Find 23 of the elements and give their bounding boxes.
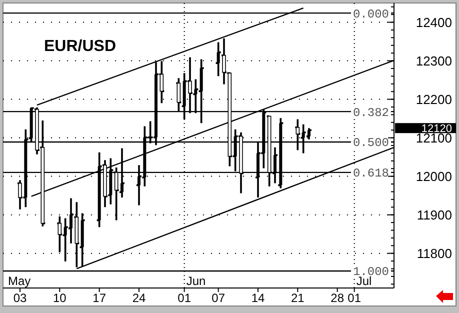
text: EUR/USD [44, 38, 116, 55]
ref-line-label: 0.500 [352, 136, 389, 150]
y-tick-label: 11900 [416, 207, 452, 222]
ref-line-label: 0.382 [352, 106, 389, 120]
x-tick-label: 07 [212, 291, 226, 305]
x-tick-label: 24 [132, 291, 146, 305]
x-tick-label: 03 [13, 291, 27, 305]
y-tick-label: 11800 [416, 246, 452, 261]
x-tick-label: 01 [178, 291, 192, 305]
x-tick-label: 10 [52, 291, 67, 305]
ref-line-label: 0.618 [352, 166, 389, 181]
y-tick-label: 12300 [416, 53, 452, 68]
x-tick-label: 14 [251, 291, 265, 305]
y-tick-label: 12000 [416, 168, 452, 184]
y-tick-label: 12400 [416, 14, 452, 30]
ref-line-label: Jun [186, 274, 206, 288]
x-tick-label: 28 [330, 291, 344, 305]
x-tick-label: 01 [348, 291, 362, 305]
x-tick-label: 21 [290, 291, 305, 305]
ref-line-label: 0.000 [352, 7, 389, 22]
y-tick-label: 12200 [416, 92, 452, 107]
annotation: May [8, 274, 31, 288]
x-tick-label: 17 [92, 291, 106, 305]
